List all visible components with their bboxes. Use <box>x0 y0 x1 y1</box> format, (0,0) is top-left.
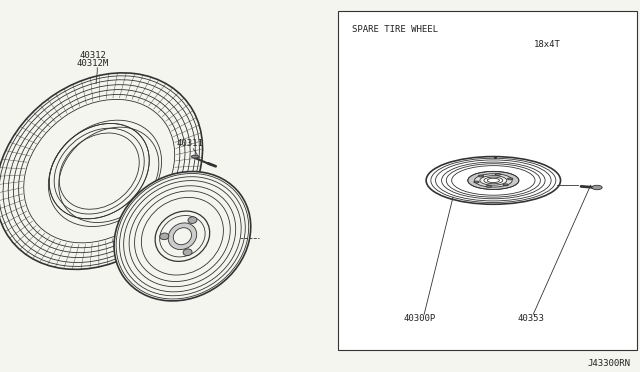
Ellipse shape <box>474 174 512 187</box>
Ellipse shape <box>188 217 197 224</box>
Ellipse shape <box>0 73 203 269</box>
Ellipse shape <box>183 249 192 256</box>
Text: 40312M: 40312M <box>77 59 109 68</box>
Ellipse shape <box>173 228 191 245</box>
Ellipse shape <box>191 155 199 158</box>
Text: 40300P: 40300P <box>404 314 436 323</box>
Text: 40311: 40311 <box>177 139 204 148</box>
Ellipse shape <box>495 173 500 175</box>
Ellipse shape <box>160 233 169 240</box>
Ellipse shape <box>508 178 513 180</box>
Ellipse shape <box>468 171 519 189</box>
Text: 40312: 40312 <box>79 51 106 60</box>
Ellipse shape <box>503 184 508 186</box>
Ellipse shape <box>49 124 149 219</box>
Text: J43300RN: J43300RN <box>588 359 630 368</box>
Ellipse shape <box>478 175 484 177</box>
Ellipse shape <box>484 177 503 184</box>
Text: SPARE TIRE WHEEL: SPARE TIRE WHEEL <box>352 25 438 34</box>
Ellipse shape <box>480 176 507 185</box>
Ellipse shape <box>114 171 251 301</box>
Ellipse shape <box>486 186 492 187</box>
Ellipse shape <box>592 185 602 190</box>
Text: 40353: 40353 <box>517 314 544 323</box>
Ellipse shape <box>487 178 499 183</box>
Bar <box>338 11 637 350</box>
Ellipse shape <box>474 181 479 183</box>
Text: 18x4T: 18x4T <box>534 40 561 49</box>
Text: 40300P: 40300P <box>149 191 181 200</box>
Ellipse shape <box>168 223 196 250</box>
